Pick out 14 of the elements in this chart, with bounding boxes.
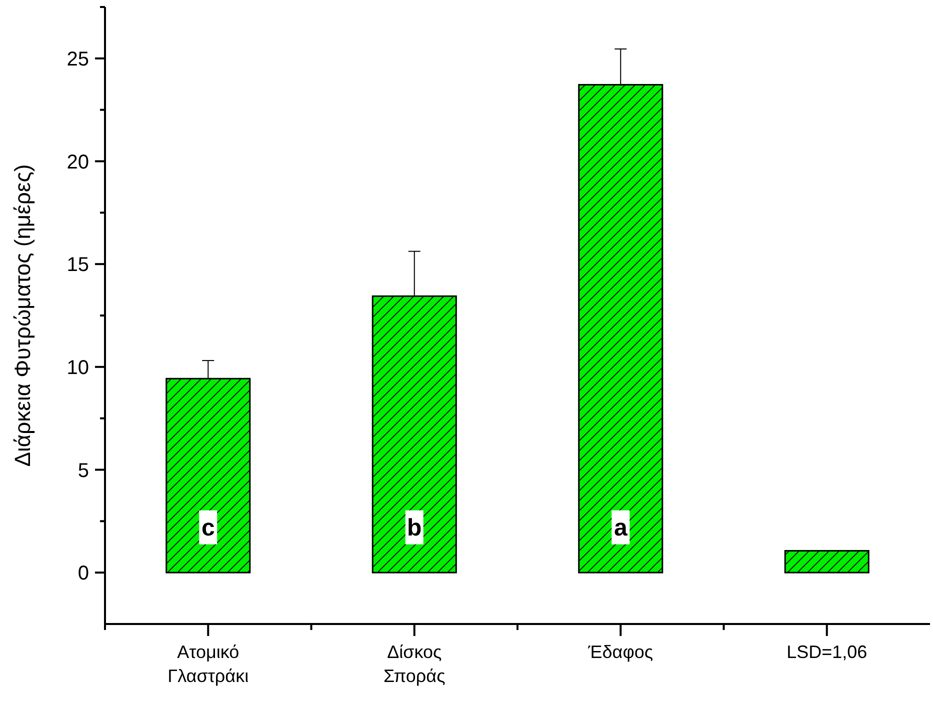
y-tick-label: 25 xyxy=(66,48,89,70)
y-axis-title: Διάρκεια Φυτρώματος (ημέρες) xyxy=(10,164,35,467)
annotation: c xyxy=(201,514,215,542)
annotation: a xyxy=(614,514,628,542)
x-tick-label: Ατομικό Γλαστράκι xyxy=(168,642,249,686)
y-tick-label: 15 xyxy=(66,254,89,276)
y-tick-label: 20 xyxy=(66,151,89,174)
annotation: b xyxy=(407,514,422,542)
y-tick-label: 0 xyxy=(78,562,89,585)
y-tick-label: 5 xyxy=(78,460,89,482)
x-tick-label: LSD=1,06 xyxy=(786,642,868,662)
x-tick-label: Έδαφος xyxy=(587,642,654,662)
x-tick-label: Δίσκος Σποράς xyxy=(383,642,446,686)
y-tick-label: 10 xyxy=(66,356,89,379)
